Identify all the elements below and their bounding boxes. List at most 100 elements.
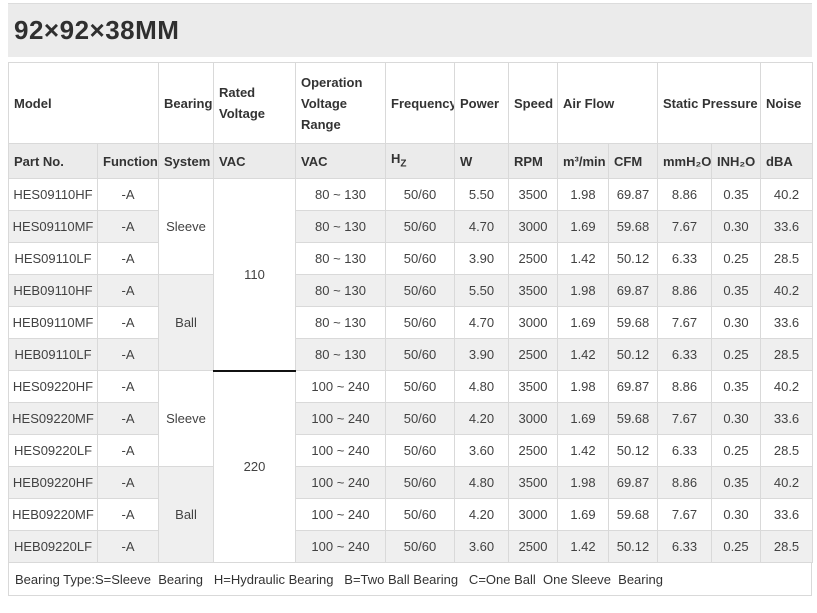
pressure-inh2o-cell: 0.30 [710,498,762,531]
pressure-mmh2o-cell: 7.67 [657,498,712,531]
speed-cell: 3000 [508,306,558,339]
airflow-cfm-cell: 69.87 [608,178,658,211]
frequency-cell: 50/60 [385,434,455,467]
airflow-cfm-cell: 69.87 [608,370,658,403]
pressure-inh2o-cell: 0.35 [710,274,762,307]
pressure-mmh2o-cell: 8.86 [657,274,712,307]
col-header-power: Power [454,62,509,144]
airflow-m3min-cell: 1.69 [557,306,609,339]
table-row: HES09220LF -A 100 ~ 240 50/60 3.60 2500 1.42 50… [8,434,814,467]
table-row: HES09110MF -A 80 ~ 130 50/60 4.70 3000 1.69 59.… [8,210,814,243]
speed-cell: 3500 [508,466,558,499]
power-cell: 3.90 [454,242,509,275]
col-header-speed: Speed [508,62,558,144]
power-cell: 5.50 [454,178,509,211]
unit-operation-vac: VAC [295,143,386,179]
part-no-cell: HES09110HF [8,178,98,211]
operation-voltage-cell: 80 ~ 130 [295,178,386,211]
power-cell: 5.50 [454,274,509,307]
noise-cell: 28.5 [760,530,814,563]
airflow-m3min-cell: 1.42 [557,530,609,563]
col-header-rated-voltage: Rated Voltage [213,62,296,144]
unit-w: W [454,143,509,179]
unit-system: System [158,143,214,179]
frequency-cell: 50/60 [385,370,455,403]
rated-voltage-cell: 220 [213,370,296,563]
pressure-inh2o-cell: 0.30 [710,210,762,243]
table-row: HES09220MF -A 100 ~ 240 50/60 4.20 3000 1.69 59… [8,402,814,435]
operation-voltage-cell: 100 ~ 240 [295,498,386,531]
airflow-m3min-cell: 1.98 [557,370,609,403]
airflow-cfm-cell: 59.68 [608,306,658,339]
pressure-inh2o-cell: 0.35 [710,466,762,499]
speed-cell: 3500 [508,370,558,403]
operation-voltage-cell: 100 ~ 240 [295,530,386,563]
operation-voltage-cell: 80 ~ 130 [295,210,386,243]
frequency-cell: 50/60 [385,338,455,371]
bearing-system-cell: Sleeve [158,178,214,275]
noise-cell: 33.6 [760,402,814,435]
power-cell: 4.20 [454,498,509,531]
function-cell: -A [97,338,159,371]
frequency-cell: 50/60 [385,498,455,531]
noise-cell: 40.2 [760,274,814,307]
power-cell: 4.70 [454,306,509,339]
airflow-m3min-cell: 1.69 [557,210,609,243]
function-cell: -A [97,242,159,275]
part-no-cell: HES09220HF [8,370,98,403]
speed-cell: 3000 [508,210,558,243]
function-cell: -A [97,178,159,211]
noise-cell: 33.6 [760,210,814,243]
unit-function: Function [97,143,159,179]
pressure-inh2o-cell: 0.25 [710,242,762,275]
noise-cell: 28.5 [760,242,814,275]
function-cell: -A [97,210,159,243]
table-row: HES09220HF -A Sleeve 220 100 ~ 240 50/60 4.80 3… [8,370,814,563]
pressure-mmh2o-cell: 7.67 [657,210,712,243]
unit-dba: dBA [760,143,814,179]
unit-part-no: Part No. [8,143,98,179]
col-header-model: Model [8,62,159,144]
power-cell: 3.90 [454,338,509,371]
pressure-inh2o-cell: 0.25 [710,530,762,563]
operation-voltage-cell: 100 ~ 240 [295,466,386,499]
airflow-cfm-cell: 50.12 [608,434,658,467]
unit-inh2o: INH₂O [710,143,762,179]
airflow-m3min-cell: 1.98 [557,466,609,499]
part-no-cell: HEB09110LF [8,338,98,371]
airflow-cfm-cell: 50.12 [608,338,658,371]
pressure-inh2o-cell: 0.25 [710,434,762,467]
part-no-cell: HEB09220MF [8,498,98,531]
table-row: HEB09110HF -A Ball 80 ~ 130 50/60 5.50 3500 1.9… [8,274,814,371]
function-cell: -A [97,402,159,435]
bearing-system-cell: Sleeve [158,370,214,467]
unit-hz: HZ [385,143,455,179]
speed-cell: 2500 [508,530,558,563]
function-cell: -A [97,370,159,403]
airflow-cfm-cell: 59.68 [608,210,658,243]
speed-cell: 3000 [508,402,558,435]
col-header-frequency: Frequency [385,62,455,144]
part-no-cell: HEB09110HF [8,274,98,307]
function-cell: -A [97,434,159,467]
airflow-m3min-cell: 1.69 [557,498,609,531]
col-header-static-pressure: Static Pressure [656,62,762,144]
operation-voltage-cell: 80 ~ 130 [295,306,386,339]
pressure-inh2o-cell: 0.30 [710,402,762,435]
col-header-noise: Noise [760,62,814,144]
rated-voltage-cell: 110 [213,178,296,372]
table-row: HES09110LF -A 80 ~ 130 50/60 3.90 2500 1.42 50.… [8,242,814,275]
frequency-cell: 50/60 [385,530,455,563]
airflow-cfm-cell: 59.68 [608,498,658,531]
col-header-air-flow: Air Flow [557,62,658,144]
header-unit-row: Part No. Function System VAC VAC HZ W RP… [8,143,814,179]
spec-table: Model Bearing Rated Voltage Operation Vo… [8,62,814,563]
pressure-mmh2o-cell: 8.86 [657,178,712,211]
airflow-m3min-cell: 1.42 [557,338,609,371]
table-row: HEB09110MF -A 80 ~ 130 50/60 4.70 3000 1.69 59.… [8,306,814,339]
noise-cell: 28.5 [760,338,814,371]
airflow-m3min-cell: 1.98 [557,274,609,307]
power-cell: 4.70 [454,210,509,243]
airflow-m3min-cell: 1.69 [557,402,609,435]
unit-mmh2o: mmH₂O [657,143,712,179]
